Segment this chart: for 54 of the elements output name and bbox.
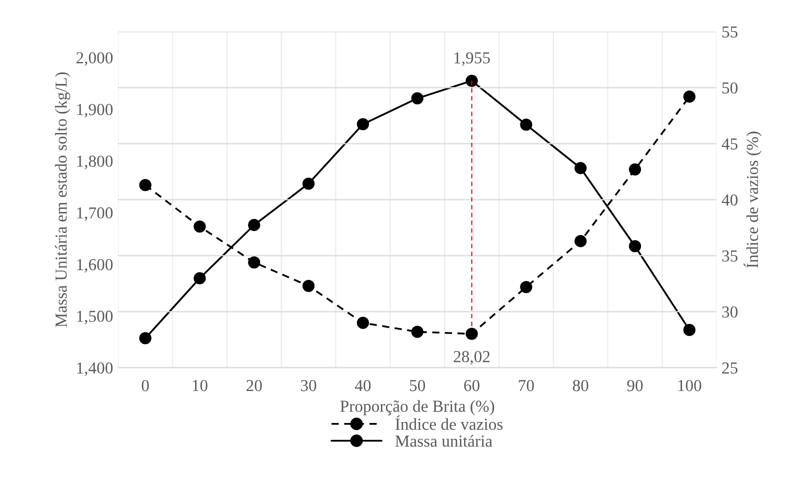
point	[466, 328, 478, 340]
y2-tick-label: 30	[722, 306, 738, 318]
x-tick-label: 40	[354, 380, 371, 392]
y2-tick-label: 55	[722, 26, 738, 38]
point	[302, 280, 315, 292]
point	[411, 326, 424, 338]
x-tick-label: 50	[410, 380, 426, 392]
point	[574, 162, 587, 174]
point	[248, 218, 260, 232]
y2-tick-label: 40	[722, 194, 738, 206]
point	[302, 178, 315, 190]
x-tick-label: 70	[518, 380, 534, 392]
y-tick-label: 1,400	[77, 362, 113, 376]
x-tick-label: 30	[301, 380, 316, 392]
y-tick-label: 2,000	[76, 52, 113, 66]
x-tick-label: 0	[142, 380, 149, 392]
y2-axis-title: Índice de vazios (%)	[744, 132, 762, 268]
annotation: 28,02	[454, 351, 490, 365]
point	[520, 280, 532, 294]
point	[466, 74, 478, 87]
point	[683, 324, 696, 336]
point	[194, 220, 206, 233]
point	[628, 240, 642, 252]
y-tick-label: 1,800	[77, 156, 113, 170]
y-axis-title: Massa Unitária em estado solto (kg/L)	[55, 72, 70, 328]
point	[194, 272, 206, 284]
x-tick-label: 20	[246, 380, 262, 392]
point	[411, 92, 424, 104]
x-tick-label: 60	[464, 380, 480, 392]
point	[248, 256, 260, 268]
point	[520, 118, 532, 131]
y2-tick-label: 35	[722, 250, 738, 262]
point	[628, 163, 642, 176]
x-tick-label: 80	[572, 380, 588, 392]
annotation: 1,955	[454, 52, 490, 66]
point	[356, 316, 370, 329]
y2-tick-label: 50	[722, 82, 738, 94]
x-tick-label: 10	[192, 380, 208, 392]
x-tick-label: 90	[627, 380, 643, 392]
point	[574, 235, 587, 248]
y-tick-label: 1,700	[77, 207, 113, 221]
point	[683, 90, 696, 103]
point	[139, 179, 152, 192]
legend-label: Massa unitária	[395, 434, 492, 447]
legend-label: Índice de vazios	[395, 415, 503, 430]
y2-tick-label: 25	[722, 362, 738, 374]
y-tick-label: 1,600	[77, 258, 113, 273]
point	[356, 118, 370, 130]
y2-tick-label: 45	[722, 138, 738, 150]
x-axis-title: Proporção de Brita (%)	[340, 400, 494, 416]
y-tick-label: 1,900	[77, 104, 113, 118]
x-tick-label: 100	[678, 380, 702, 392]
point	[139, 332, 152, 344]
y-tick-label: 1,500	[77, 310, 113, 324]
